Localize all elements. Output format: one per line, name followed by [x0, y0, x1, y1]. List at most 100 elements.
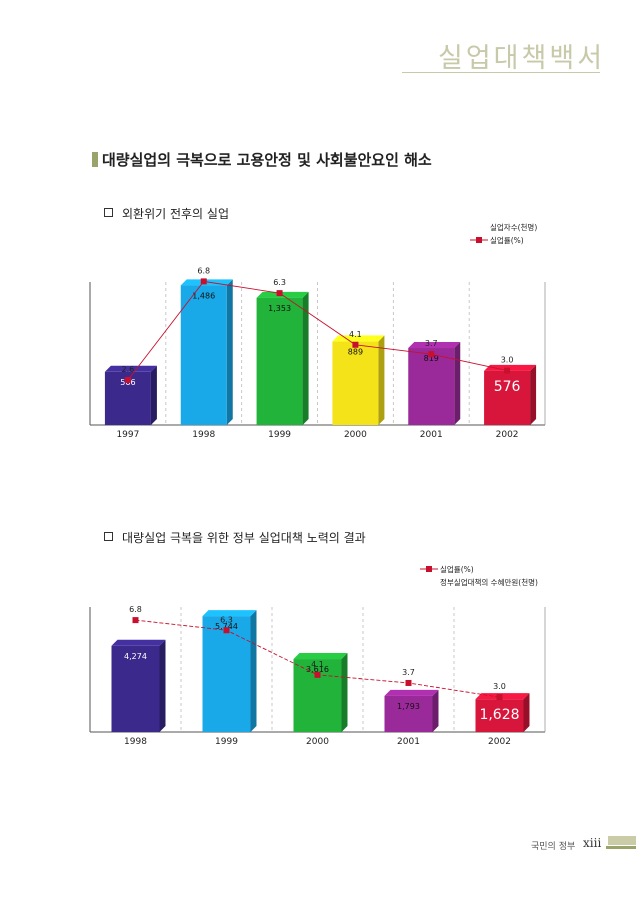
chart1-subtitle: 외환위기 전후의 실업 [104, 205, 229, 222]
chart2-tick-label: 2001 [397, 737, 420, 747]
chart1-bar-top [256, 291, 309, 298]
header-divider [402, 72, 600, 73]
chart2-subtitle-text: 대량실업 극복을 위한 정부 실업대책 노력의 결과 [122, 531, 366, 545]
footer-decor-line [606, 846, 636, 849]
chart1-bar-top [104, 365, 157, 372]
chart1-line-label: 2.6 [122, 365, 135, 374]
chart2-bar-top [111, 639, 166, 646]
chart2-legend-label: 정부실업대책의 수혜만원(천명) [440, 577, 538, 587]
chart1-bar-label: 1,353 [268, 304, 291, 313]
chart1-bar [256, 297, 303, 425]
chart1-bar [180, 285, 227, 425]
chart2-line-point [132, 617, 139, 624]
chart1-bar-side [226, 279, 233, 425]
chart1-bar-label: 576 [494, 379, 521, 395]
chart2-bar [475, 699, 524, 732]
chart2-legend-marker [426, 566, 432, 572]
section-title: 대량실업의 극복으로 고용안정 및 사회불안요인 해소 [92, 149, 432, 170]
checkbox-square-icon [104, 532, 113, 541]
chart1-line-point [352, 341, 359, 348]
chart1-line-label: 6.3 [273, 278, 286, 287]
chart2-bar [202, 616, 251, 732]
chart2-tick-label: 1998 [124, 737, 147, 747]
chart1-line-label: 3.7 [425, 339, 438, 348]
chart1-bar-top [408, 342, 461, 349]
chart2-bar-top [202, 610, 257, 617]
chart2-line-point [405, 679, 412, 686]
chart2-line-point [496, 694, 503, 701]
chart1-line-point [200, 278, 207, 285]
chart1-bar-side [150, 365, 157, 425]
chart2-bar-label: 4,274 [124, 652, 147, 661]
chart1-bar [332, 341, 379, 425]
chart1-line-label: 3.0 [501, 356, 514, 365]
chart1-bar-side [378, 335, 385, 425]
chart2-bar-top [475, 693, 530, 700]
chart2-bar-top [293, 653, 348, 660]
chart1-bar-top [332, 335, 385, 342]
chart1-legend-label: 실업률(%) [490, 235, 524, 245]
chart1-bar-side [302, 291, 309, 425]
chart2-line-label: 3.0 [493, 682, 506, 691]
chart2-series-line [135, 619, 500, 698]
chart1-legend-marker [476, 237, 482, 243]
chart2-bar [384, 695, 433, 732]
checkbox-square-icon [104, 208, 113, 217]
chart1-bar-label: 889 [348, 347, 363, 356]
chart1-subtitle-text: 외환위기 전후의 실업 [122, 207, 229, 221]
chart2-bar-top [384, 689, 439, 696]
section-marker [92, 152, 98, 167]
chart1-bar-label: 566 [120, 378, 135, 387]
chart2-bar-side [250, 610, 257, 732]
chart2-bar-label: 1,628 [479, 707, 519, 723]
chart2-tick-label: 2000 [306, 737, 329, 747]
chart2-tick-label: 1999 [215, 737, 238, 747]
chart1-bar [408, 348, 455, 425]
chart2-bar-side [523, 693, 530, 732]
page-number: xiii [583, 836, 602, 850]
chart2-bar [293, 659, 342, 732]
chart2-subtitle: 대량실업 극복을 위한 정부 실업대책 노력의 결과 [104, 529, 366, 546]
chart1-line-point [504, 367, 511, 374]
chart2-bar-side [341, 653, 348, 732]
chart2-bar-label: 1,793 [397, 702, 420, 711]
chart2-line-point [223, 627, 230, 634]
chart2-legend-label: 실업률(%) [440, 564, 474, 574]
chart2-bar-label: 5,744 [215, 622, 238, 631]
chart1-line-point [428, 351, 435, 358]
chart1-bar-side [454, 342, 461, 425]
chart1-bar-label: 819 [424, 354, 439, 363]
chart1-line-point [276, 290, 283, 297]
chart1-bar [484, 370, 531, 425]
chart2-bar-side [432, 689, 439, 732]
chart2-line-label: 4.1 [311, 660, 324, 669]
chart1-tick-label: 2001 [420, 430, 443, 440]
header-title: 실업대책백서 [438, 43, 606, 74]
chart1-line-point [124, 376, 131, 383]
chart1-tick-label: 1998 [192, 430, 215, 440]
chart2-tick-label: 2002 [488, 737, 511, 747]
chart2-bar-label: 3,616 [306, 665, 329, 674]
footer-label: 국민의 정부 [531, 842, 576, 852]
chart1-bar-top [484, 364, 537, 371]
chart1-bar-top [180, 279, 233, 286]
chart1-legend-label: 실업자수(천명) [490, 222, 537, 232]
chart1-series-line [127, 280, 508, 381]
chart1-line-label: 6.8 [197, 266, 210, 275]
chart2-line-point [314, 671, 321, 678]
chart1-tick-label: 1999 [268, 430, 291, 440]
chart1-line-label: 4.1 [349, 330, 362, 339]
chart2-line-label: 3.7 [402, 668, 415, 677]
chart2-bar-side [159, 639, 166, 732]
chart2-line-label: 6.3 [220, 615, 233, 624]
chart1-bar [104, 371, 151, 425]
chart1-tick-label: 2000 [344, 430, 367, 440]
chart1-bar-side [530, 364, 537, 425]
chart1-bar-label: 1,486 [192, 291, 215, 300]
chart2-line-label: 6.8 [129, 605, 142, 614]
chart2-bar [111, 645, 160, 732]
footer-decor [608, 836, 636, 845]
chart1-tick-label: 2002 [496, 430, 519, 440]
section-title-text: 대량실업의 극복으로 고용안정 및 사회불안요인 해소 [102, 151, 432, 169]
